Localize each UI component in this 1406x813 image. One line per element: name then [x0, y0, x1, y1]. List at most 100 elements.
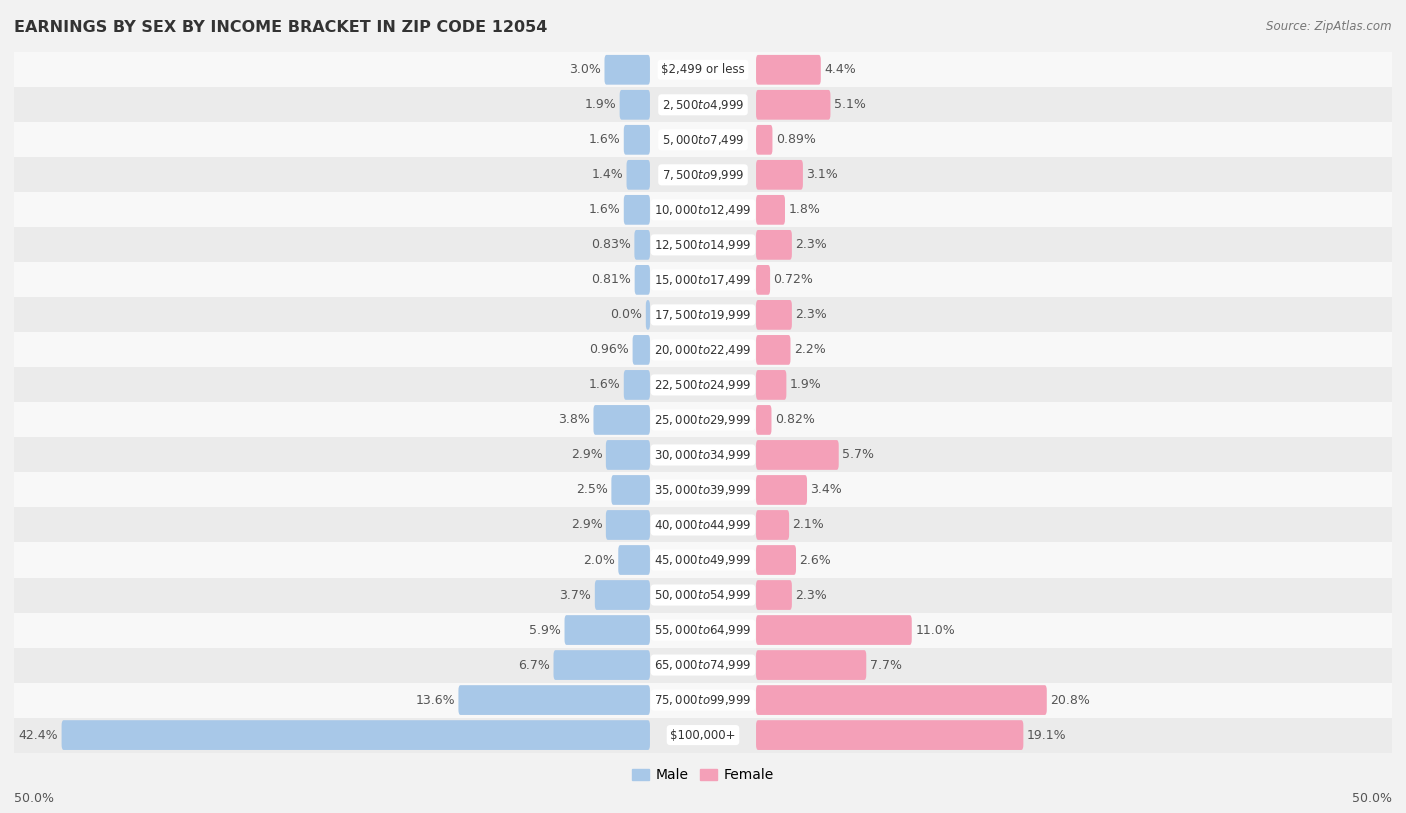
- Text: 0.96%: 0.96%: [589, 343, 628, 356]
- Bar: [14, 122, 1392, 158]
- FancyBboxPatch shape: [756, 405, 772, 435]
- FancyBboxPatch shape: [756, 615, 911, 645]
- FancyBboxPatch shape: [634, 230, 650, 259]
- Text: 7.7%: 7.7%: [870, 659, 901, 672]
- Bar: [14, 718, 1392, 753]
- FancyBboxPatch shape: [595, 580, 650, 610]
- Text: 19.1%: 19.1%: [1026, 728, 1066, 741]
- Bar: [14, 158, 1392, 193]
- Text: 3.7%: 3.7%: [560, 589, 592, 602]
- FancyBboxPatch shape: [756, 685, 1047, 715]
- FancyBboxPatch shape: [593, 405, 650, 435]
- Text: 1.8%: 1.8%: [789, 203, 820, 216]
- Bar: [14, 52, 1392, 87]
- Text: 0.82%: 0.82%: [775, 414, 815, 427]
- Text: $5,000 to $7,499: $5,000 to $7,499: [662, 133, 744, 147]
- Text: $100,000+: $100,000+: [671, 728, 735, 741]
- Bar: [14, 507, 1392, 542]
- Bar: [14, 333, 1392, 367]
- Text: $12,500 to $14,999: $12,500 to $14,999: [654, 238, 752, 252]
- Bar: [14, 87, 1392, 122]
- Bar: [14, 437, 1392, 472]
- FancyBboxPatch shape: [612, 475, 650, 505]
- Text: 0.72%: 0.72%: [773, 273, 814, 286]
- FancyBboxPatch shape: [756, 55, 821, 85]
- Text: 1.9%: 1.9%: [585, 98, 616, 111]
- Bar: [14, 263, 1392, 298]
- FancyBboxPatch shape: [756, 160, 803, 189]
- Text: 0.81%: 0.81%: [592, 273, 631, 286]
- Bar: [14, 683, 1392, 718]
- Bar: [14, 612, 1392, 647]
- Text: 2.9%: 2.9%: [571, 449, 602, 462]
- Text: 3.0%: 3.0%: [569, 63, 600, 76]
- Text: 1.6%: 1.6%: [589, 203, 620, 216]
- Text: 6.7%: 6.7%: [519, 659, 550, 672]
- FancyBboxPatch shape: [756, 300, 792, 330]
- Bar: [14, 402, 1392, 437]
- Text: 0.83%: 0.83%: [591, 238, 631, 251]
- Text: 2.3%: 2.3%: [796, 238, 827, 251]
- Text: 0.0%: 0.0%: [610, 308, 643, 321]
- Text: $20,000 to $22,499: $20,000 to $22,499: [654, 343, 752, 357]
- Text: 2.5%: 2.5%: [576, 484, 607, 497]
- Text: 5.1%: 5.1%: [834, 98, 866, 111]
- Text: 2.1%: 2.1%: [793, 519, 824, 532]
- Text: $2,499 or less: $2,499 or less: [661, 63, 745, 76]
- Text: $65,000 to $74,999: $65,000 to $74,999: [654, 658, 752, 672]
- Text: $2,500 to $4,999: $2,500 to $4,999: [662, 98, 744, 112]
- Text: 3.4%: 3.4%: [810, 484, 842, 497]
- Text: 3.1%: 3.1%: [807, 168, 838, 181]
- FancyBboxPatch shape: [756, 125, 772, 154]
- FancyBboxPatch shape: [756, 230, 792, 259]
- Text: 3.8%: 3.8%: [558, 414, 591, 427]
- Text: 11.0%: 11.0%: [915, 624, 955, 637]
- Text: 50.0%: 50.0%: [14, 792, 53, 805]
- Text: 2.2%: 2.2%: [794, 343, 825, 356]
- FancyBboxPatch shape: [624, 195, 650, 224]
- Text: $7,500 to $9,999: $7,500 to $9,999: [662, 167, 744, 182]
- FancyBboxPatch shape: [756, 546, 796, 575]
- FancyBboxPatch shape: [756, 335, 790, 365]
- FancyBboxPatch shape: [756, 510, 789, 540]
- Text: 4.4%: 4.4%: [824, 63, 856, 76]
- FancyBboxPatch shape: [756, 475, 807, 505]
- FancyBboxPatch shape: [756, 90, 831, 120]
- FancyBboxPatch shape: [756, 720, 1024, 750]
- Text: 2.3%: 2.3%: [796, 589, 827, 602]
- FancyBboxPatch shape: [756, 650, 866, 680]
- Text: $22,500 to $24,999: $22,500 to $24,999: [654, 378, 752, 392]
- Text: $25,000 to $29,999: $25,000 to $29,999: [654, 413, 752, 427]
- Text: 0.89%: 0.89%: [776, 133, 815, 146]
- Text: 1.9%: 1.9%: [790, 378, 821, 391]
- Text: 2.9%: 2.9%: [571, 519, 602, 532]
- FancyBboxPatch shape: [62, 720, 650, 750]
- Bar: [14, 193, 1392, 228]
- FancyBboxPatch shape: [756, 265, 770, 295]
- Text: 5.7%: 5.7%: [842, 449, 875, 462]
- FancyBboxPatch shape: [606, 440, 650, 470]
- Text: 42.4%: 42.4%: [18, 728, 58, 741]
- FancyBboxPatch shape: [634, 265, 650, 295]
- Text: 13.6%: 13.6%: [415, 693, 456, 706]
- Text: $40,000 to $44,999: $40,000 to $44,999: [654, 518, 752, 532]
- Legend: Male, Female: Male, Female: [627, 763, 779, 788]
- FancyBboxPatch shape: [627, 160, 650, 189]
- Text: EARNINGS BY SEX BY INCOME BRACKET IN ZIP CODE 12054: EARNINGS BY SEX BY INCOME BRACKET IN ZIP…: [14, 20, 547, 35]
- Text: $45,000 to $49,999: $45,000 to $49,999: [654, 553, 752, 567]
- Bar: [14, 367, 1392, 402]
- Text: $17,500 to $19,999: $17,500 to $19,999: [654, 308, 752, 322]
- Text: 2.0%: 2.0%: [583, 554, 614, 567]
- Text: $10,000 to $12,499: $10,000 to $12,499: [654, 203, 752, 217]
- FancyBboxPatch shape: [645, 300, 650, 330]
- FancyBboxPatch shape: [624, 370, 650, 400]
- FancyBboxPatch shape: [619, 546, 650, 575]
- Text: $50,000 to $54,999: $50,000 to $54,999: [654, 588, 752, 602]
- Bar: [14, 228, 1392, 263]
- Text: 1.6%: 1.6%: [589, 378, 620, 391]
- FancyBboxPatch shape: [620, 90, 650, 120]
- Text: Source: ZipAtlas.com: Source: ZipAtlas.com: [1267, 20, 1392, 33]
- Text: $30,000 to $34,999: $30,000 to $34,999: [654, 448, 752, 462]
- FancyBboxPatch shape: [606, 510, 650, 540]
- Text: $35,000 to $39,999: $35,000 to $39,999: [654, 483, 752, 497]
